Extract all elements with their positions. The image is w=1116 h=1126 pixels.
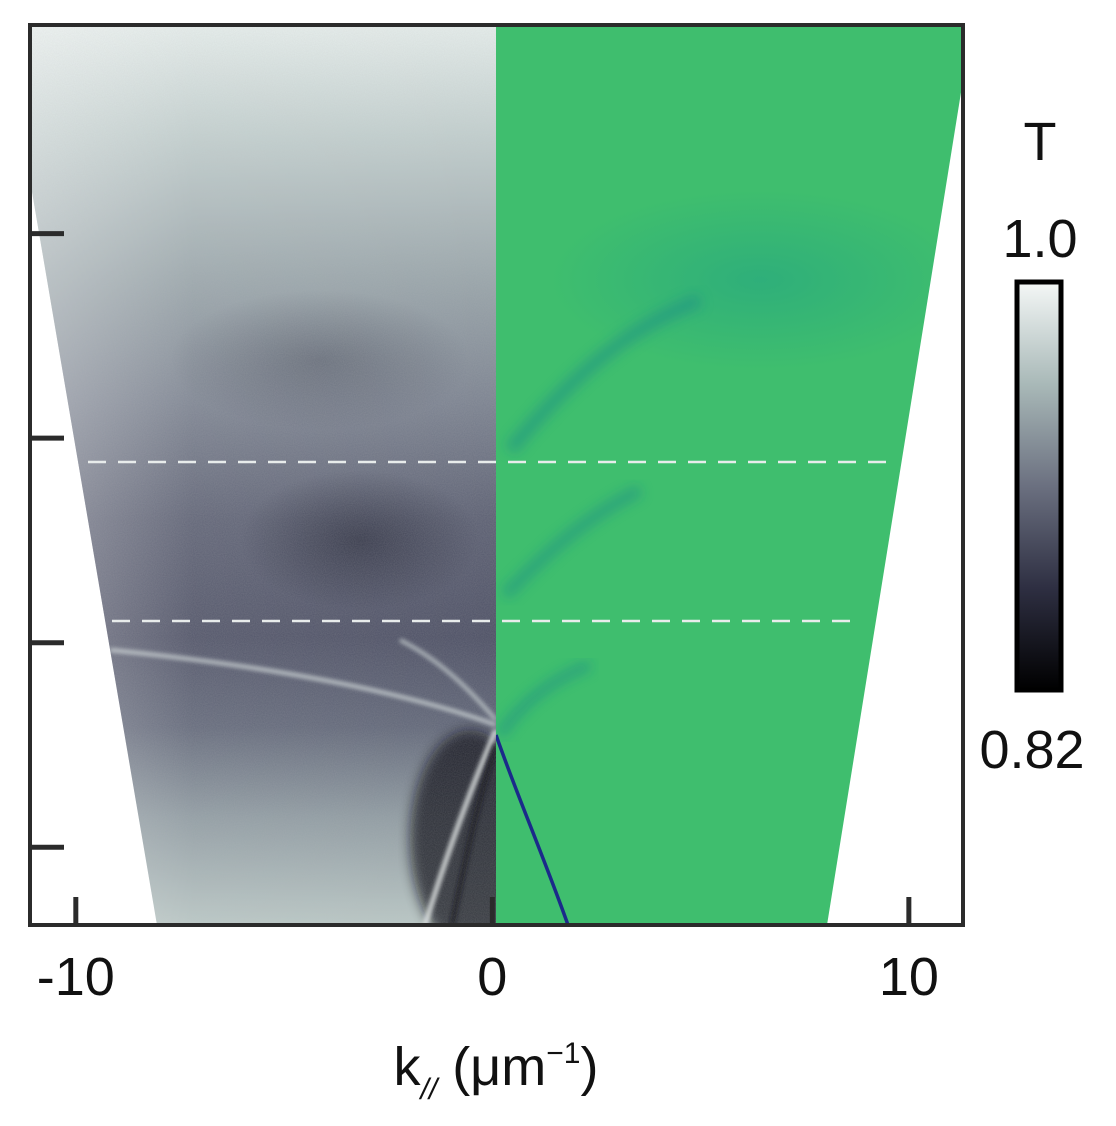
x-axis-ticks: -10 0 10 bbox=[37, 897, 939, 1007]
x-tick-label: -10 bbox=[37, 947, 115, 1007]
x-axis-label: k// (μm−1) bbox=[394, 1037, 599, 1106]
x-axis-label-sub: // bbox=[419, 1073, 440, 1106]
colorbar-max-label: 1.0 bbox=[1002, 209, 1077, 269]
plot-frame bbox=[28, 23, 965, 927]
colorbar-min-label: 0.82 bbox=[979, 720, 1084, 780]
x-tick-label: 0 bbox=[477, 947, 507, 1007]
x-axis-label-sup: −1 bbox=[546, 1037, 580, 1070]
x-tick-label: 10 bbox=[879, 947, 939, 1007]
colorbar-title: T bbox=[1024, 112, 1057, 172]
colorbar-gradient bbox=[1014, 279, 1064, 693]
x-axis-label-base: k bbox=[394, 1037, 422, 1097]
y-axis-ticks bbox=[30, 231, 64, 850]
x-axis-label-unit: (μm bbox=[437, 1037, 546, 1097]
experimental-map bbox=[30, 25, 496, 925]
heatmap-area bbox=[30, 25, 963, 925]
simulated-map bbox=[496, 25, 963, 925]
x-axis-label-close: ) bbox=[581, 1037, 599, 1097]
colorbar: T 1.0 0.82 bbox=[979, 112, 1084, 780]
